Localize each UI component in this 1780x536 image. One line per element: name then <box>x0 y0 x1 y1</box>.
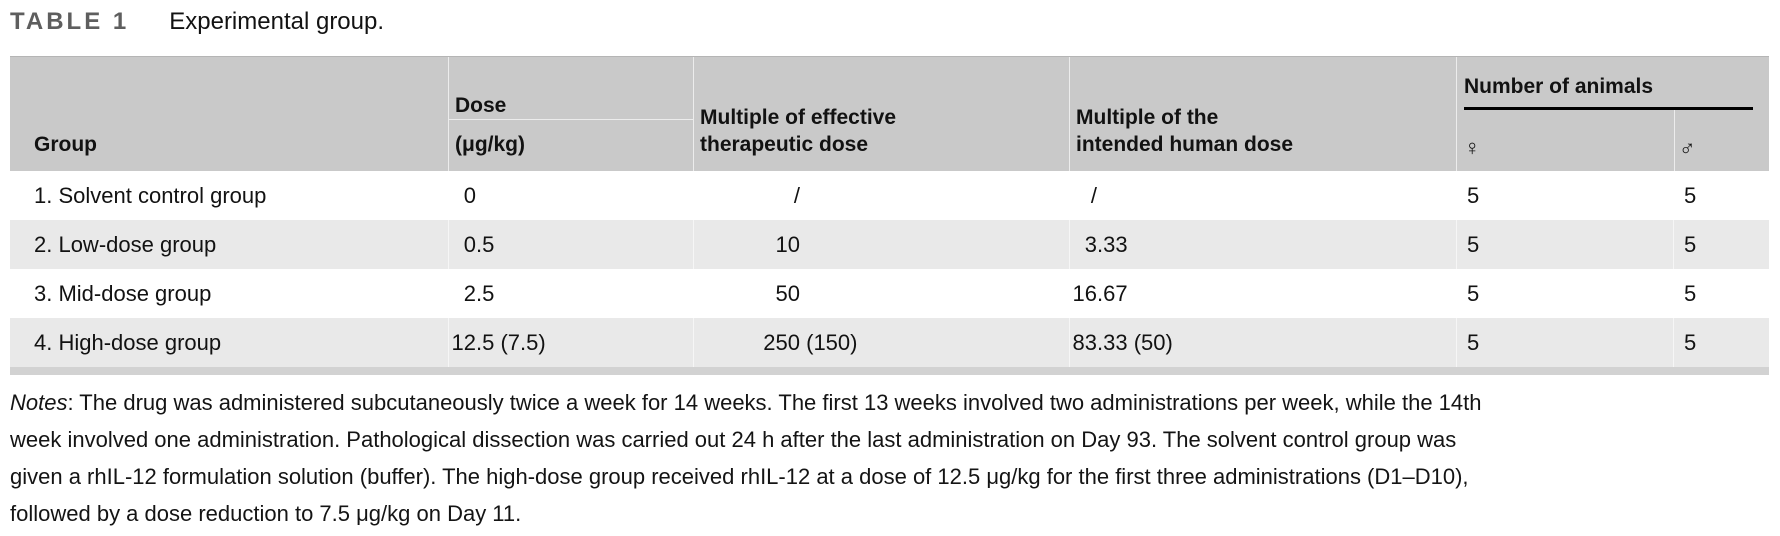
header-multiple-effective-line2: therapeutic dose <box>700 133 869 156</box>
cell-female-count: 5 <box>1456 269 1673 318</box>
notes-label: Notes <box>10 390 68 415</box>
table-row: 4. High-dose group 12.5 (7.5) 250 (150) 83.… <box>10 318 1769 367</box>
table-row: 3. Mid-dose group 2.5 50 16.67 5 5 <box>10 269 1769 318</box>
number-of-animals-rule <box>1464 107 1753 110</box>
cell-dose: 0.5 <box>448 220 693 269</box>
cell-group: 3. Mid-dose group <box>34 280 212 306</box>
table-notes: Notes: The drug was administered subcuta… <box>10 384 1770 532</box>
header-multiple-human: Multiple of the intended human dose <box>1069 57 1456 171</box>
cell-male-count: 5 <box>1673 318 1769 367</box>
header-group: Group <box>10 57 448 171</box>
experimental-group-table: Group Dose (μg/kg) Multiple of effective… <box>10 56 1769 375</box>
header-number-of-animals: Number of animals ♀ ♂ <box>1456 57 1769 171</box>
header-multiple-effective: Multiple of effective therapeutic dose <box>693 57 1069 171</box>
header-dose: Dose (μg/kg) <box>448 57 693 171</box>
header-multiple-effective-line1: Multiple of effective <box>700 106 897 129</box>
cell-multiple-human: 16.67 <box>1069 269 1456 318</box>
cell-group: 1. Solvent control group <box>34 182 267 208</box>
header-group-label: Group <box>34 133 97 156</box>
cell-male-count: 5 <box>1673 220 1769 269</box>
male-symbol: ♂ <box>1674 110 1753 171</box>
cell-multiple-effective: 50 <box>693 269 1069 318</box>
table-bottom-rule <box>10 367 1769 375</box>
header-number-of-animals-label: Number of animals <box>1464 75 1654 98</box>
notes-line: given a rhIL-12 formulation solution (bu… <box>10 464 1469 489</box>
table-body: 1. Solvent control group 0//5 5 2. Low-dose… <box>10 171 1769 367</box>
cell-multiple-effective: / <box>693 171 1069 220</box>
table-row: 1. Solvent control group 0//5 5 <box>10 171 1769 220</box>
table-header-row: Group Dose (μg/kg) Multiple of effective… <box>10 56 1769 171</box>
cell-group: 2. Low-dose group <box>34 231 217 257</box>
cell-dose: 0 <box>448 171 693 220</box>
cell-male-count: 5 <box>1673 171 1769 220</box>
notes-line: followed by a dose reduction to 7.5 μg/k… <box>10 501 522 526</box>
cell-group: 4. High-dose group <box>34 329 222 355</box>
cell-female-count: 5 <box>1456 171 1673 220</box>
cell-female-count: 5 <box>1456 318 1673 367</box>
cell-female-count: 5 <box>1456 220 1673 269</box>
sex-symbols-row: ♀ ♂ <box>1464 110 1753 171</box>
female-symbol: ♀ <box>1464 135 1481 160</box>
table-title: TABLE 1 Experimental group. <box>10 8 1770 36</box>
header-multiple-human-line2: intended human dose <box>1076 133 1294 156</box>
header-dose-line1: Dose <box>449 57 693 120</box>
table-number-label: TABLE 1 <box>10 8 130 35</box>
cell-male-count: 5 <box>1673 269 1769 318</box>
cell-dose: 12.5 (7.5) <box>448 318 693 367</box>
table-row: 2. Low-dose group 0.5 10 3.33 5 5 <box>10 220 1769 269</box>
notes-line: Notes: The drug was administered subcuta… <box>10 390 1482 415</box>
cell-dose: 2.5 <box>448 269 693 318</box>
table-caption: Experimental group. <box>169 8 385 35</box>
header-multiple-human-line1: Multiple of the <box>1076 106 1219 129</box>
header-dose-line2: (μg/kg) <box>455 133 526 156</box>
cell-multiple-effective: 250 (150) <box>693 318 1069 367</box>
notes-line: week involved one administration. Pathol… <box>10 427 1457 452</box>
cell-multiple-human: 83.33 (50) <box>1069 318 1456 367</box>
cell-multiple-human: / <box>1069 171 1456 220</box>
cell-multiple-human: 3.33 <box>1069 220 1456 269</box>
cell-multiple-effective: 10 <box>693 220 1069 269</box>
